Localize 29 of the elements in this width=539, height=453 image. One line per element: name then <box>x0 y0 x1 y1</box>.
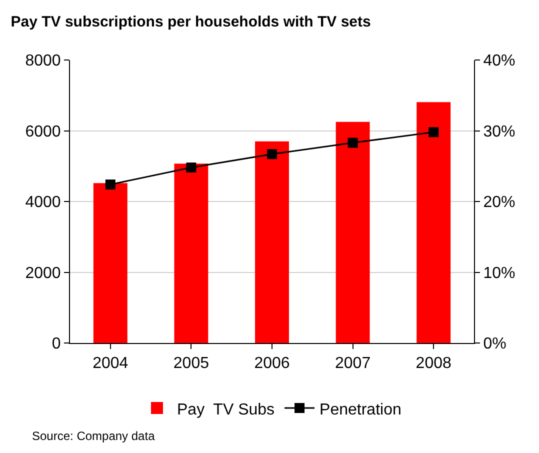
bar <box>336 122 370 343</box>
y2-tick-label: 40% <box>483 52 516 70</box>
y2-tick-label: 0% <box>483 336 506 353</box>
source-note: Source: Company data <box>32 429 156 443</box>
y-tick-label: 0 <box>52 336 61 353</box>
bar <box>93 183 128 343</box>
y2-tick-label: 10% <box>483 264 516 282</box>
point <box>428 127 439 138</box>
chart-title: Pay TV subscriptions per households with TV sets <box>10 13 371 30</box>
point <box>267 149 277 160</box>
point <box>186 162 196 173</box>
y2-tick-label: 30% <box>483 123 516 140</box>
y-tick-label: 6000 <box>25 123 61 140</box>
x-tick-label: 2004 <box>92 355 128 372</box>
legend-label: Pay TV Subs <box>177 401 275 418</box>
point <box>105 180 116 190</box>
y-tick-label: 4000 <box>25 194 61 212</box>
x-tick-label: 2007 <box>335 355 371 372</box>
point <box>348 138 358 148</box>
bar <box>255 141 289 343</box>
legend-label: Penetration <box>320 401 402 418</box>
bar <box>416 102 451 343</box>
x-tick-label: 2008 <box>416 355 452 372</box>
y-tick-label: 2000 <box>25 264 61 282</box>
x-tick-label: 2006 <box>254 355 290 372</box>
bar <box>174 164 208 343</box>
x-tick-label: 2005 <box>173 355 210 372</box>
y2-tick-label: 20% <box>483 194 516 212</box>
y-tick-label: 8000 <box>25 52 61 70</box>
